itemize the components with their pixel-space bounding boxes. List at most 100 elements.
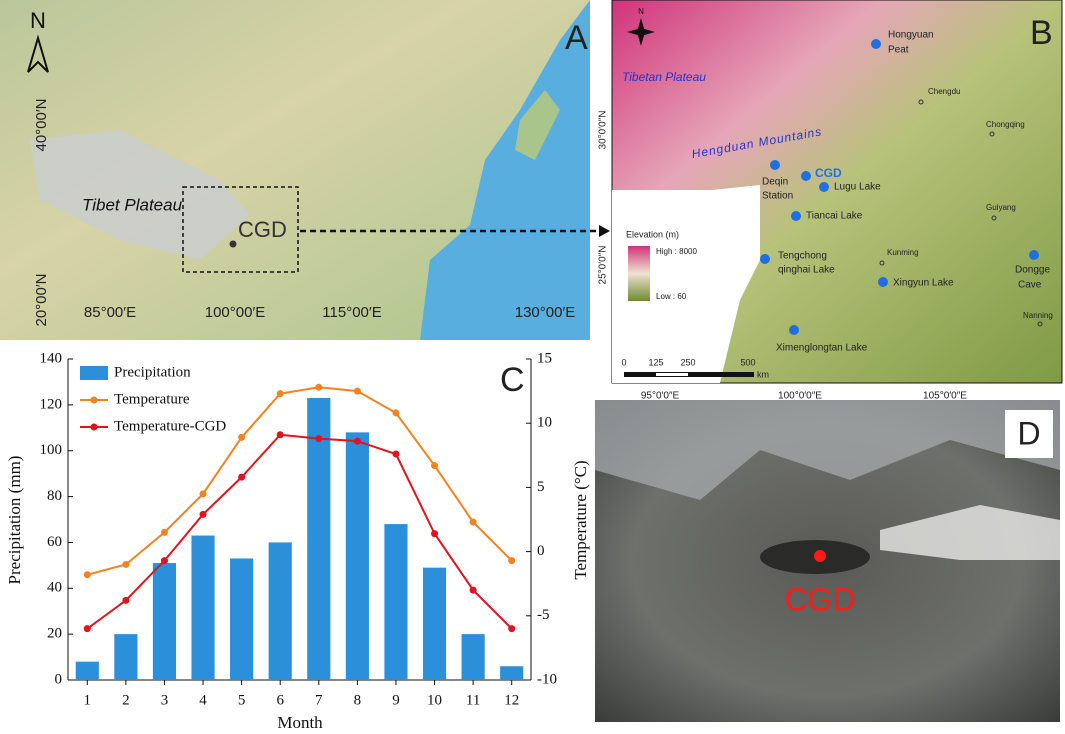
x-tick-label: 12 — [504, 692, 519, 708]
point — [83, 571, 91, 579]
bar — [461, 634, 485, 680]
point — [122, 596, 130, 604]
legend-label: Temperature-CGD — [114, 418, 226, 434]
point — [276, 431, 284, 439]
line — [87, 386, 513, 576]
scale-bar — [656, 373, 688, 376]
scale-label: 0 — [621, 357, 626, 367]
arrow-head — [599, 225, 610, 237]
site-dot — [770, 160, 780, 170]
site-label: Lugu Lake — [834, 182, 881, 193]
lon-label: 100°0′0″E — [778, 391, 822, 402]
panel-label: C — [500, 361, 525, 399]
point — [469, 518, 477, 526]
y2-tick-label: 15 — [537, 350, 552, 366]
city-label: Guiyang — [986, 203, 1016, 212]
x-tick-label: 10 — [427, 692, 442, 708]
lon-label: 100°00′E — [205, 304, 266, 321]
y-tick-label: 80 — [47, 488, 62, 504]
site-label: CGD — [784, 581, 855, 617]
site-label: Hongyuan — [888, 30, 934, 41]
snow-field — [880, 505, 1060, 560]
y-tick-label: 20 — [47, 626, 62, 642]
site-dots — [760, 39, 1039, 335]
north-label: N — [30, 8, 46, 33]
bar — [268, 542, 292, 680]
y-tick-label: 140 — [40, 350, 63, 366]
bar — [114, 634, 138, 680]
site-label: Peat — [888, 45, 909, 56]
scale-label: 500 — [740, 357, 755, 367]
lon-label: 95°0′0″E — [641, 391, 680, 402]
site-dot — [1029, 250, 1039, 260]
y-tick-label: 120 — [40, 396, 63, 412]
y-axis-label: Precipitation (mm) — [5, 456, 24, 585]
site-dot — [791, 211, 801, 221]
site-label: Station — [762, 191, 793, 202]
scale-bar — [624, 372, 754, 377]
y2-tick-label: 10 — [537, 415, 552, 431]
scale-label: 125 — [648, 357, 663, 367]
compass — [627, 28, 655, 36]
site-dot — [814, 550, 826, 562]
plateau-area — [30, 130, 250, 260]
legend-label: Temperature — [114, 391, 190, 407]
site-label: CGD — [815, 166, 842, 180]
y2-axis-label: Temperature (°C) — [571, 460, 590, 579]
point — [315, 383, 323, 391]
ocean — [420, 0, 590, 340]
point — [199, 490, 207, 498]
north-arrow — [27, 34, 49, 73]
panel-c: C Month Precipitation (mm) Temperature (… — [5, 350, 590, 731]
point — [160, 557, 168, 565]
point — [508, 625, 516, 633]
label-box — [1005, 410, 1053, 458]
legend-swatch — [90, 423, 98, 431]
site-dot — [789, 325, 799, 335]
site-dot — [760, 254, 770, 264]
y2-tick-label: 0 — [537, 543, 545, 559]
panel-d: CGD D — [595, 400, 1060, 722]
site-label: Xingyun Lake — [893, 278, 954, 289]
site-dot — [801, 171, 811, 181]
x-tick-label: 1 — [84, 692, 92, 708]
lat-label: 25°0′0″N — [598, 246, 609, 285]
legend-title: Elevation (m) — [626, 229, 679, 239]
x-tick-label: 4 — [199, 692, 207, 708]
city-label: Kunming — [887, 248, 919, 257]
legend-swatch — [90, 396, 98, 404]
city-label: Nanning — [1023, 311, 1053, 320]
bar — [422, 567, 447, 680]
site-label: CGD — [238, 217, 287, 242]
lon-label: 85°00′E — [84, 304, 136, 321]
point — [160, 528, 168, 536]
y2-tick-label: 5 — [537, 479, 545, 495]
city-dot — [989, 131, 995, 137]
point — [353, 387, 361, 395]
y2-tick-label: -10 — [537, 671, 557, 687]
region-label: Tibetan Plateau — [622, 70, 706, 84]
point — [508, 557, 516, 565]
point — [431, 462, 439, 470]
lon-label: 130°00′E — [515, 304, 576, 321]
y-tick-label: 60 — [47, 534, 62, 550]
bar — [152, 563, 177, 680]
point — [199, 510, 207, 518]
lat-label: 40°00′N — [33, 98, 50, 151]
site-label: Cave — [1018, 280, 1042, 291]
panel-label: A — [565, 19, 588, 57]
site-dot — [878, 277, 888, 287]
no-data-area — [612, 185, 760, 383]
legend-low: Low : 60 — [656, 292, 687, 301]
city-dots — [879, 99, 1043, 327]
city-label: Chongqing — [986, 120, 1025, 129]
x-axis-label: Month — [277, 713, 323, 732]
site-label: Tengchong — [778, 251, 827, 262]
legend-label: Precipitation — [114, 364, 191, 380]
x-tick-label: 5 — [238, 692, 246, 708]
lat-label: 30°0′0″N — [598, 111, 609, 150]
north-label: N — [638, 7, 644, 16]
point — [353, 437, 361, 445]
city-dot — [991, 215, 997, 221]
bar — [384, 524, 408, 680]
